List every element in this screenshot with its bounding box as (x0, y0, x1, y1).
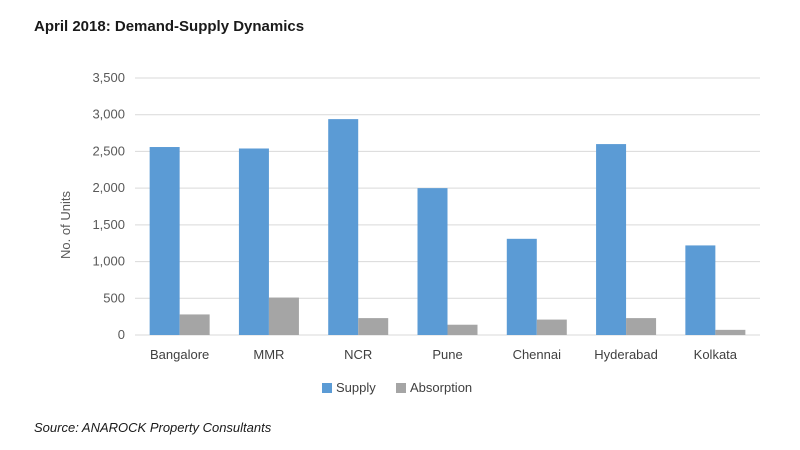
y-tick-label: 2,000 (92, 180, 125, 195)
bar-supply-mmr (238, 148, 269, 335)
chart-title: April 2018: Demand-Supply Dynamics (34, 18, 305, 35)
source-note: Source: ANAROCK Property Consultants (34, 420, 272, 435)
y-axis-ticks: 0 500 1,000 1,500 2,000 2,500 3,000 3,500 (92, 70, 125, 342)
bar-supply-kolkata (685, 245, 716, 335)
x-category-label: Bangalore (150, 347, 209, 362)
x-category-label: NCR (344, 347, 372, 362)
y-tick-label: 1,500 (92, 217, 125, 232)
legend-label-absorption: Absorption (410, 380, 472, 395)
bar-absorption-pune (447, 324, 478, 335)
bars (149, 119, 746, 336)
bar-absorption-chennai (536, 319, 567, 335)
x-category-label: MMR (253, 347, 284, 362)
x-category-label: Kolkata (694, 347, 738, 362)
bar-supply-hyderabad (596, 144, 627, 335)
bar-absorption-bangalore (179, 314, 210, 335)
bar-supply-pune (417, 188, 448, 335)
legend-swatch-absorption (396, 383, 406, 393)
bar-supply-ncr (328, 119, 359, 336)
y-tick-label: 3,000 (92, 107, 125, 122)
bar-supply-chennai (506, 238, 537, 335)
y-tick-label: 3,500 (92, 70, 125, 85)
bar-absorption-hyderabad (626, 318, 657, 335)
y-tick-label: 1,000 (92, 254, 125, 269)
y-tick-label: 500 (103, 290, 125, 305)
legend: Supply Absorption (322, 380, 472, 395)
x-category-label: Chennai (513, 347, 562, 362)
legend-label-supply: Supply (336, 380, 376, 395)
legend-swatch-supply (322, 383, 332, 393)
y-axis-label: No. of Units (58, 191, 73, 259)
y-tick-label: 0 (118, 327, 125, 342)
x-category-label: Hyderabad (594, 347, 658, 362)
bar-absorption-kolkata (715, 329, 746, 335)
bar-supply-bangalore (149, 147, 180, 335)
y-tick-label: 2,500 (92, 143, 125, 158)
bar-absorption-mmr (268, 297, 299, 335)
x-category-label: Pune (432, 347, 462, 362)
x-axis-categories: Bangalore MMR NCR Pune Chennai Hyderabad Kolka… (150, 347, 738, 362)
bar-absorption-ncr (358, 318, 389, 335)
